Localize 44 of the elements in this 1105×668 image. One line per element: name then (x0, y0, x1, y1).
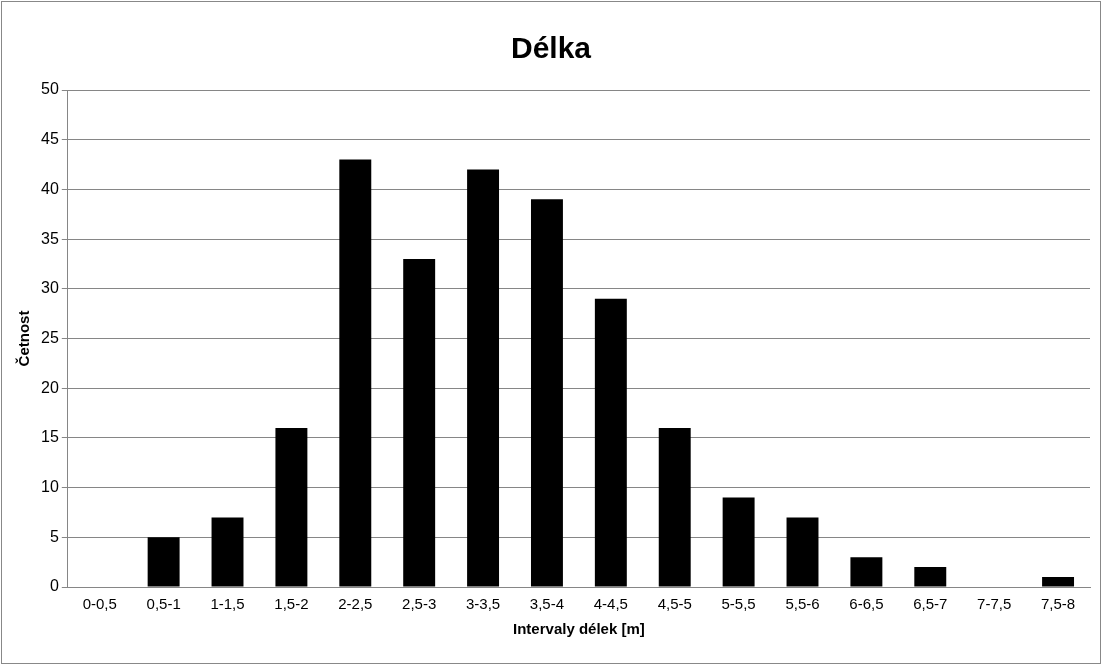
bar (530, 199, 563, 587)
y-tick-label: 0 (49, 577, 59, 595)
x-tick-label: 4-4,5 (593, 595, 628, 613)
y-tick-label: 20 (41, 378, 59, 396)
y-tick-label: 15 (41, 428, 59, 446)
y-tick-label: 35 (41, 229, 59, 247)
y-axis-title: Četnost (15, 310, 33, 367)
bar (339, 159, 372, 587)
x-tick-label: 7-7,5 (977, 595, 1012, 613)
y-tick-label: 10 (41, 478, 59, 496)
x-tick-label: 5,5-6 (785, 595, 820, 613)
bar (1042, 577, 1075, 587)
bar (786, 517, 819, 587)
y-tick-label: 25 (41, 328, 59, 346)
x-tick-label: 0-0,5 (82, 595, 117, 613)
bar (658, 427, 691, 587)
y-tick-label: 30 (41, 279, 59, 297)
bar (850, 557, 883, 587)
x-tick-label: 5-5,5 (721, 595, 756, 613)
x-axis-title: Intervaly délek [m] (513, 620, 645, 638)
x-tick-label: 6-6,5 (849, 595, 884, 613)
bar (275, 427, 308, 587)
y-tick-label: 5 (49, 527, 59, 545)
x-tick-label: 1,5-2 (274, 595, 309, 613)
y-tick-label: 40 (41, 179, 59, 197)
bar (722, 497, 755, 587)
x-tick-label: 3-3,5 (465, 595, 501, 613)
x-tick-label: 0,5-1 (146, 595, 181, 613)
x-tick-label: 6,5-7 (913, 595, 948, 613)
x-tick-label: 2-2,5 (338, 595, 373, 613)
bar (403, 258, 436, 587)
chart-title: Délka (510, 31, 592, 65)
x-tick-label: 4,5-5 (657, 595, 692, 613)
bar (914, 567, 947, 587)
y-tick-label: 45 (41, 130, 59, 148)
x-tick-label: 7,5-8 (1040, 595, 1076, 613)
bar (594, 298, 627, 587)
x-tick-label: 1-1,5 (210, 595, 245, 613)
bar (211, 517, 244, 587)
y-tick-label: 50 (41, 80, 59, 98)
bar (147, 537, 180, 587)
bar (467, 169, 500, 587)
x-tick-label: 2,5-3 (402, 595, 437, 613)
x-tick-label: 3,5-4 (529, 595, 565, 613)
